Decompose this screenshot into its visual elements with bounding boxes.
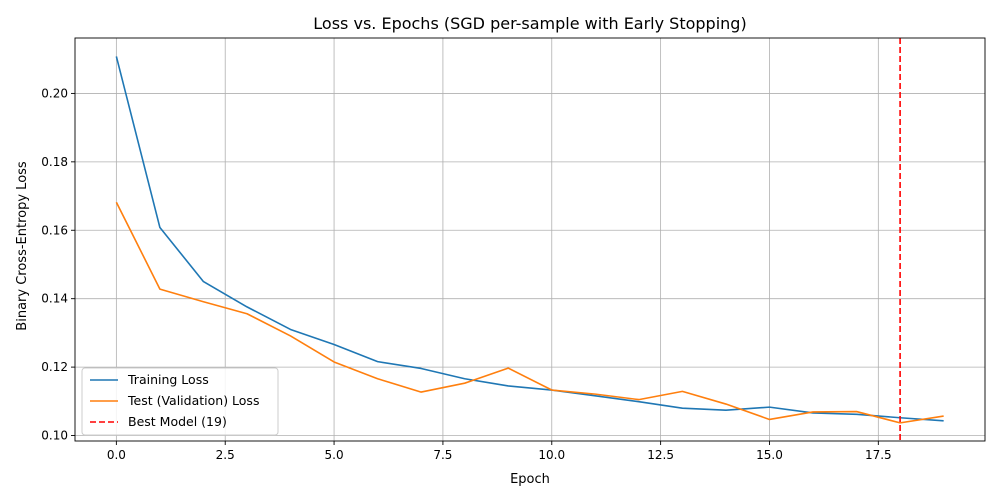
series-layer xyxy=(115,38,944,441)
chart-title: Loss vs. Epochs (SGD per-sample with Ear… xyxy=(313,14,746,33)
x-tick-label: 12.5 xyxy=(647,448,674,462)
tick-layer: 0.0 2.5 5.0 7.5 10.0 12.5 15.0 17.5 0.10 0.12 0.14… xyxy=(41,86,891,462)
grid-layer xyxy=(75,38,985,441)
y-axis-label: Binary Cross-Entropy Loss xyxy=(15,161,30,331)
x-tick-label: 15.0 xyxy=(756,448,783,462)
test-loss-line xyxy=(115,201,944,424)
legend: Training Loss Test (Validation) Loss Best … xyxy=(81,367,279,436)
legend-training-label: Training Loss xyxy=(127,372,209,387)
x-tick-label: 5.0 xyxy=(325,448,344,462)
y-tick-label: 0.14 xyxy=(41,292,68,306)
y-tick-label: 0.12 xyxy=(41,360,68,374)
x-tick-label: 0.0 xyxy=(107,448,126,462)
axes-frame xyxy=(74,37,986,442)
legend-box xyxy=(81,367,279,436)
y-tick-label: 0.16 xyxy=(41,223,68,237)
plot-frame xyxy=(74,37,986,442)
y-tick-label: 0.10 xyxy=(41,429,68,443)
x-tick-label: 2.5 xyxy=(216,448,235,462)
x-tick-label: 10.0 xyxy=(538,448,565,462)
y-tick-label: 0.18 xyxy=(41,155,68,169)
legend-test-label: Test (Validation) Loss xyxy=(127,393,259,408)
x-tick-label: 17.5 xyxy=(865,448,892,462)
x-tick-label: 7.5 xyxy=(433,448,452,462)
legend-best-model-label: Best Model (19) xyxy=(128,414,227,429)
y-tick-label: 0.20 xyxy=(41,86,68,100)
training-loss-line xyxy=(115,56,944,422)
x-axis-label: Epoch xyxy=(510,472,550,487)
